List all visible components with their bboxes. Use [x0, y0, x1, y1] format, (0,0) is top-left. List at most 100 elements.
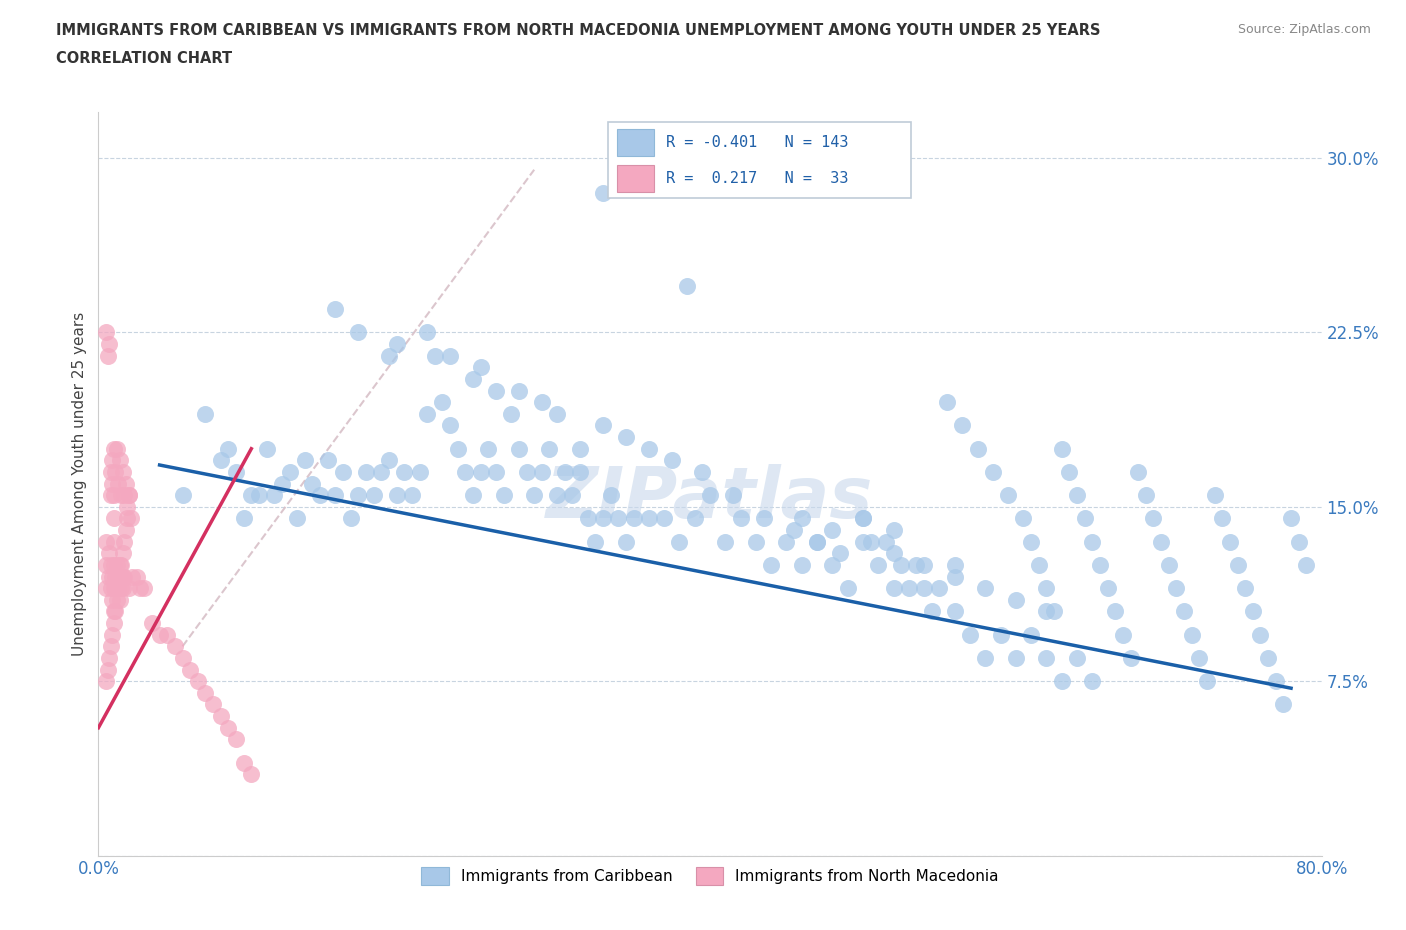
Text: IMMIGRANTS FROM CARIBBEAN VS IMMIGRANTS FROM NORTH MACEDONIA UNEMPLOYMENT AMONG : IMMIGRANTS FROM CARIBBEAN VS IMMIGRANTS … [56, 23, 1101, 38]
Point [950, 418, 973, 433]
Point [98, 546, 121, 561]
Point [943, 569, 966, 584]
Point [285, 512, 308, 526]
Point [325, 488, 347, 503]
Point [416, 326, 439, 340]
Point [912, 558, 935, 573]
Point [423, 349, 446, 364]
Point [1081, 673, 1104, 688]
Point [508, 442, 530, 457]
Point [592, 418, 614, 433]
Point [108, 558, 131, 573]
Point [202, 698, 225, 712]
Point [240, 488, 263, 503]
Point [232, 755, 254, 770]
Point [385, 488, 408, 503]
Point [217, 720, 239, 735]
Point [966, 442, 988, 457]
Point [100, 580, 122, 596]
Point [339, 512, 361, 526]
Point [1204, 488, 1226, 503]
Point [309, 488, 332, 503]
Point [112, 534, 135, 549]
Point [217, 442, 239, 457]
Point [270, 476, 292, 491]
Point [637, 442, 661, 457]
Point [614, 430, 637, 445]
Point [1279, 512, 1302, 526]
Point [94, 673, 117, 688]
Point [1128, 465, 1150, 480]
Point [470, 465, 492, 480]
Point [1272, 698, 1295, 712]
Point [111, 546, 134, 561]
Point [1257, 651, 1279, 666]
Point [105, 592, 128, 607]
Point [105, 442, 128, 457]
Point [538, 442, 561, 457]
Point [98, 651, 121, 666]
Point [943, 558, 966, 573]
Point [149, 628, 172, 643]
Point [868, 558, 890, 573]
Point [378, 453, 401, 468]
Point [225, 732, 247, 747]
Point [301, 476, 323, 491]
Point [108, 453, 131, 468]
Point [699, 488, 721, 503]
Point [692, 465, 714, 480]
Point [256, 442, 278, 457]
Point [378, 349, 401, 364]
Point [125, 569, 148, 584]
Point [1066, 651, 1088, 666]
Point [316, 453, 339, 468]
Point [172, 651, 194, 666]
Point [278, 465, 301, 480]
Point [332, 465, 354, 480]
Point [1295, 558, 1317, 573]
Point [401, 488, 423, 503]
Point [111, 465, 134, 480]
Point [1035, 651, 1057, 666]
Point [576, 512, 599, 526]
Point [118, 488, 141, 503]
Text: CORRELATION CHART: CORRELATION CHART [56, 51, 232, 66]
Point [439, 418, 461, 433]
Point [101, 569, 124, 584]
Point [523, 488, 546, 503]
Point [997, 488, 1019, 503]
Point [990, 628, 1012, 643]
Point [569, 442, 592, 457]
Point [485, 383, 508, 398]
Point [974, 651, 997, 666]
Point [294, 453, 316, 468]
FancyBboxPatch shape [607, 123, 911, 198]
Point [905, 558, 928, 573]
Point [837, 580, 859, 596]
Point [1019, 534, 1042, 549]
Point [416, 406, 439, 421]
Point [103, 442, 125, 457]
Point [912, 580, 935, 596]
Point [447, 442, 470, 457]
Point [110, 488, 132, 503]
Point [225, 465, 247, 480]
Point [928, 580, 950, 596]
Point [592, 512, 614, 526]
Legend: Immigrants from Caribbean, Immigrants from North Macedonia: Immigrants from Caribbean, Immigrants fr… [413, 859, 1007, 893]
Point [100, 488, 122, 503]
Point [1181, 628, 1204, 643]
Point [103, 580, 125, 596]
Point [108, 592, 131, 607]
Point [554, 465, 576, 480]
Point [790, 558, 813, 573]
Point [890, 558, 912, 573]
Point [852, 534, 875, 549]
Point [516, 465, 538, 480]
Point [775, 534, 797, 549]
Point [1004, 651, 1026, 666]
Point [1150, 534, 1173, 549]
Point [115, 523, 138, 538]
Point [883, 523, 905, 538]
Text: R = -0.401   N = 143: R = -0.401 N = 143 [666, 135, 849, 150]
